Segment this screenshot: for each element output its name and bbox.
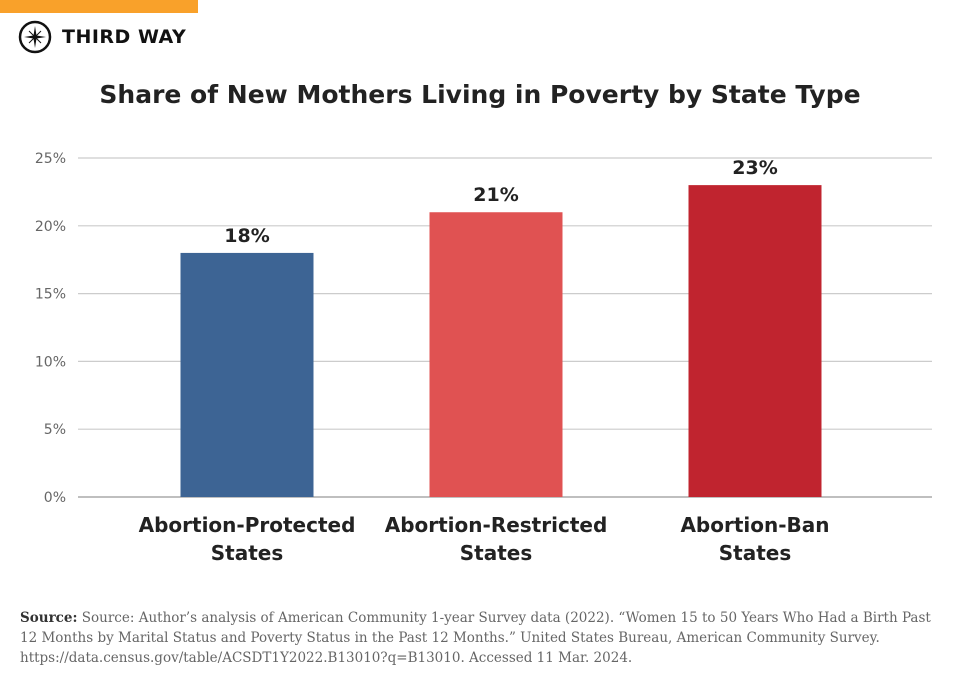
x-tick-label: States: [719, 541, 792, 565]
data-label: 23%: [732, 157, 777, 179]
brand-name: THIRD WAY: [62, 26, 187, 48]
y-tick-label: 20%: [35, 219, 66, 235]
bar: [180, 252, 314, 497]
brand-accent-bar: [0, 0, 198, 13]
x-tick-label: States: [211, 541, 284, 565]
data-label: 18%: [224, 225, 269, 247]
x-tick-label: States: [460, 541, 533, 565]
source-note: Source: Source: Author’s analysis of Ame…: [20, 608, 945, 668]
x-tick-label: Abortion-Restricted: [385, 513, 608, 537]
y-tick-label: 5%: [44, 422, 66, 438]
x-tick-label: Abortion-Protected: [139, 513, 356, 537]
bar: [429, 212, 563, 497]
y-tick-label: 15%: [35, 287, 66, 303]
third-way-logo: THIRD WAY: [18, 20, 186, 54]
y-tick-label: 0%: [44, 490, 66, 506]
bar: [688, 185, 822, 497]
chart-title: Share of New Mothers Living in Poverty b…: [99, 80, 861, 109]
y-tick-label: 10%: [35, 354, 66, 370]
source-label: Source:: [20, 610, 78, 626]
x-tick-label: Abortion-Ban: [680, 513, 829, 537]
bar-chart: 0% 5% 10% 15% 20% 25% 18% Abortion-Protected Sta…: [35, 151, 932, 565]
y-tick-label: 25%: [35, 151, 66, 167]
source-text: Source: Author’s analysis of American Co…: [20, 610, 931, 666]
compass-icon: [18, 20, 52, 54]
data-label: 21%: [473, 184, 518, 206]
